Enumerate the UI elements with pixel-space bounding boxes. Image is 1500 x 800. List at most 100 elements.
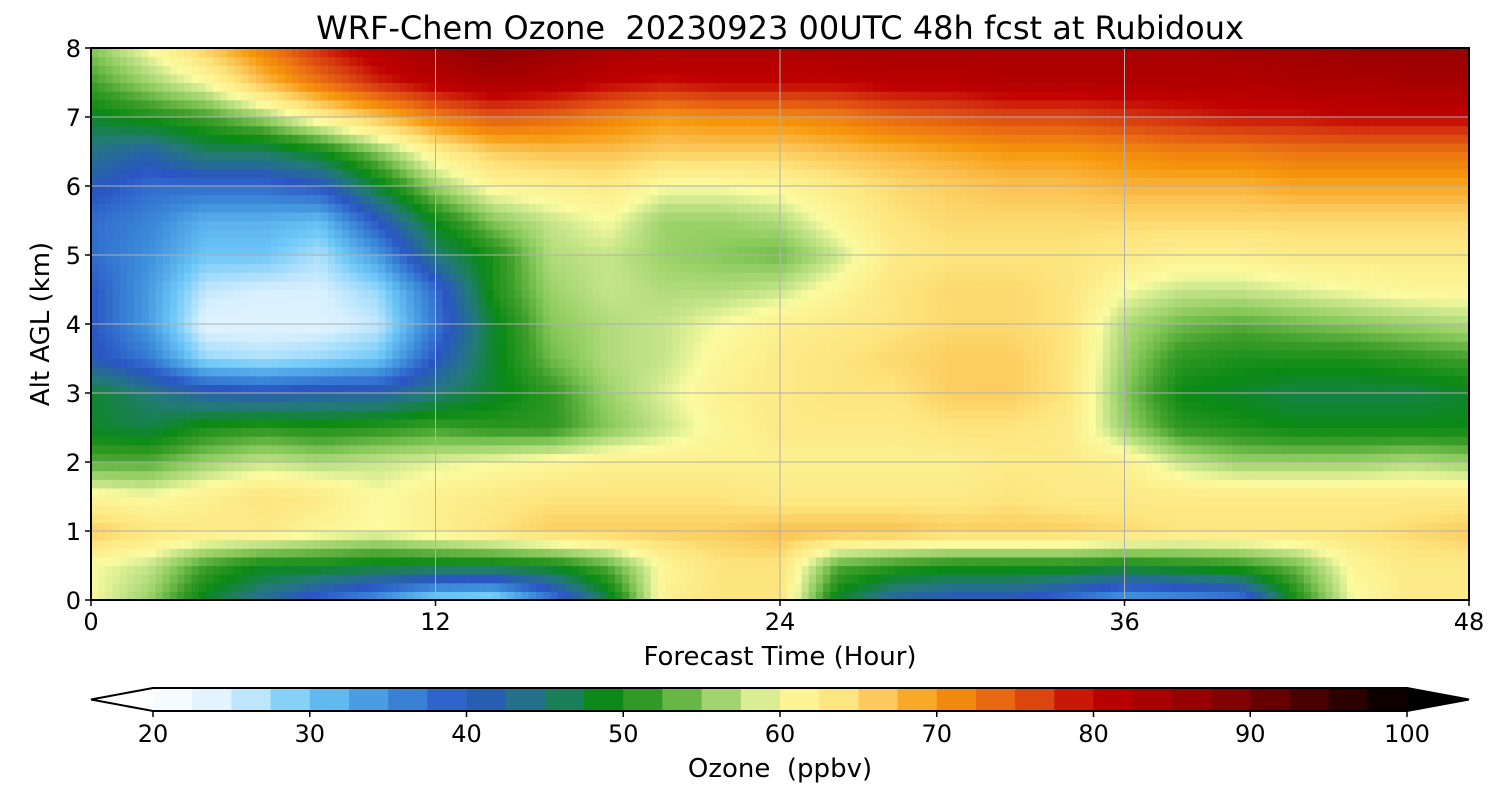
heatmap-cell	[514, 513, 523, 523]
heatmap-cell	[241, 591, 250, 600]
heatmap-cell	[952, 496, 961, 506]
heatmap-cell	[1009, 384, 1018, 394]
heatmap-cell	[930, 513, 939, 523]
heatmap-cell	[241, 531, 250, 541]
heatmap-cell	[722, 505, 731, 515]
heatmap-cell	[1411, 410, 1420, 420]
heatmap-cell	[1210, 418, 1219, 429]
heatmap-cell	[772, 479, 781, 489]
heatmap-cell	[141, 479, 150, 489]
heatmap-cell	[571, 522, 580, 532]
heatmap-cell	[923, 418, 932, 429]
heatmap-cell	[263, 453, 272, 463]
heatmap-cell	[1117, 436, 1126, 446]
heatmap-cell	[923, 591, 932, 600]
heatmap-cell	[535, 513, 544, 523]
heatmap-cell	[478, 496, 487, 506]
heatmap-cell	[1146, 375, 1154, 385]
heatmap-cell	[614, 556, 623, 567]
heatmap-cell	[485, 531, 494, 541]
heatmap-cell	[586, 565, 594, 575]
heatmap-cell	[284, 591, 293, 600]
heatmap-cell	[1461, 462, 1469, 472]
heatmap-cell	[686, 591, 695, 600]
heatmap-cell	[1303, 410, 1312, 420]
heatmap-cell	[155, 574, 164, 584]
heatmap-cell	[1239, 436, 1248, 446]
heatmap-cell	[385, 487, 394, 498]
heatmap-cell	[1332, 470, 1341, 480]
heatmap-cell	[794, 384, 803, 394]
heatmap-cell	[478, 401, 487, 411]
heatmap-cell	[787, 436, 795, 446]
heatmap-cell	[1224, 539, 1233, 549]
heatmap-cell	[105, 375, 114, 385]
heatmap-cell	[1404, 505, 1413, 515]
heatmap-cell	[356, 556, 365, 567]
heatmap-cell	[1031, 574, 1039, 584]
heatmap-cell	[213, 393, 221, 403]
heatmap-cell	[213, 427, 221, 437]
heatmap-cell	[902, 522, 910, 532]
heatmap-cell	[1325, 418, 1334, 429]
heatmap-cell	[894, 496, 903, 506]
heatmap-cell	[449, 393, 458, 403]
heatmap-cell	[91, 487, 99, 498]
heatmap-cell	[1368, 513, 1377, 523]
heatmap-cell	[126, 513, 135, 523]
heatmap-cell	[952, 427, 961, 437]
heatmap-cell	[1325, 531, 1334, 541]
heatmap-cell	[722, 470, 731, 480]
heatmap-cell	[126, 375, 135, 385]
heatmap-cell	[1196, 531, 1205, 541]
heatmap-cell	[241, 522, 250, 532]
heatmap-cell	[923, 393, 932, 403]
heatmap-cell	[736, 522, 745, 532]
heatmap-cell	[141, 418, 150, 429]
heatmap-cell	[579, 548, 587, 558]
heatmap-cell	[205, 522, 214, 532]
heatmap-cell	[830, 496, 839, 506]
heatmap-cell	[1117, 384, 1126, 394]
heatmap-cell	[966, 487, 975, 498]
heatmap-cell	[1174, 470, 1183, 480]
heatmap-cell	[1239, 548, 1248, 558]
heatmap-cell	[1088, 531, 1097, 541]
heatmap-cell	[715, 487, 724, 498]
heatmap-cell	[995, 487, 1004, 498]
heatmap-cell	[701, 479, 709, 489]
heatmap-cell	[1181, 479, 1190, 489]
heatmap-cell	[1153, 418, 1161, 429]
heatmap-cell	[141, 436, 150, 446]
heatmap-cell	[1303, 444, 1312, 454]
heatmap-cell	[1390, 470, 1398, 480]
heatmap-cell	[535, 505, 544, 515]
heatmap-cell	[485, 470, 494, 480]
heatmap-cell	[930, 531, 939, 541]
heatmap-cell	[177, 591, 185, 600]
heatmap-cell	[1146, 444, 1154, 454]
heatmap-cell	[1368, 462, 1377, 472]
heatmap-cell	[593, 479, 602, 489]
heatmap-cell	[220, 418, 228, 429]
heatmap-cell	[1361, 393, 1370, 403]
heatmap-cell	[564, 582, 573, 592]
heatmap-cell	[248, 565, 257, 575]
heatmap-cell	[277, 444, 286, 454]
heatmap-cell	[988, 565, 996, 575]
heatmap-cell	[277, 565, 286, 575]
heatmap-cell	[306, 539, 315, 549]
heatmap-cell	[284, 582, 293, 592]
heatmap-cell	[413, 444, 422, 454]
heatmap-cell	[1124, 479, 1133, 489]
heatmap-cell	[1052, 574, 1061, 584]
heatmap-cell	[894, 453, 903, 463]
heatmap-cell	[636, 453, 645, 463]
heatmap-cell	[1368, 505, 1377, 515]
heatmap-cell	[134, 531, 142, 541]
heatmap-cell	[392, 444, 401, 454]
heatmap-cell	[959, 479, 968, 489]
heatmap-cell	[126, 591, 135, 600]
heatmap-cell	[406, 513, 415, 523]
heatmap-cell	[205, 513, 214, 523]
